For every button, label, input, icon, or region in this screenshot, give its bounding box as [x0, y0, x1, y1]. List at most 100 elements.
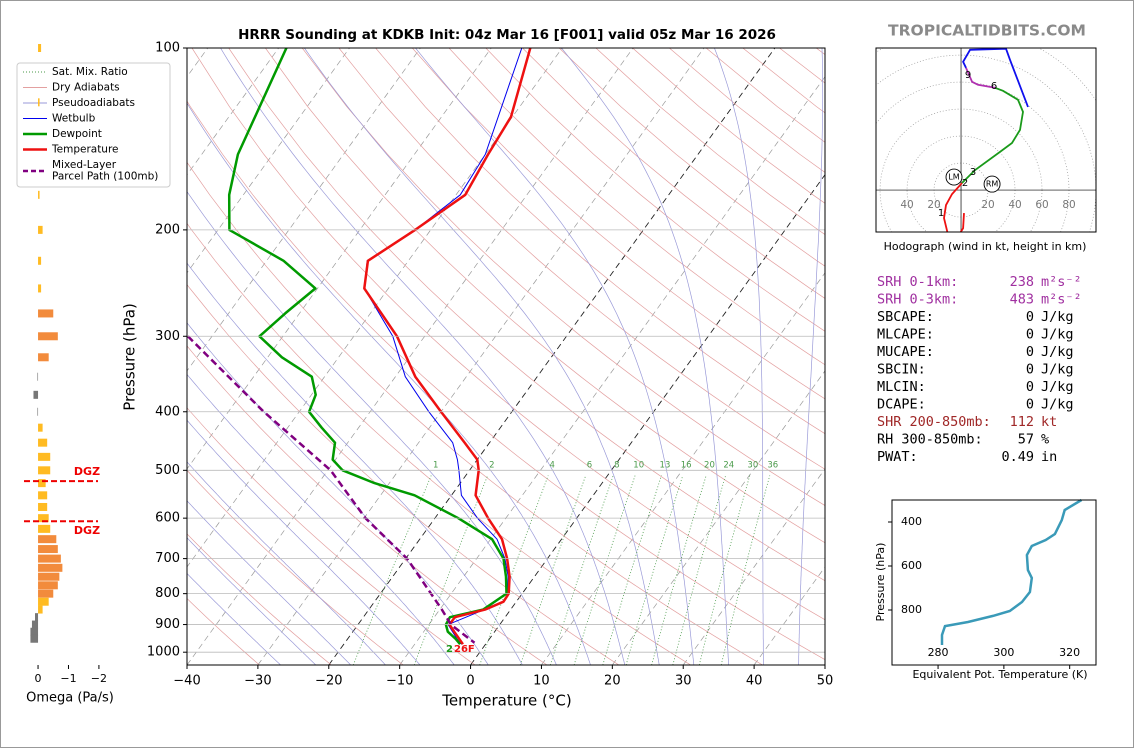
parameter-unit: kt [1041, 414, 1057, 430]
omega-bar [35, 613, 38, 621]
parameter-label: RH 300-850mb: [877, 432, 983, 448]
height-label: 3 [970, 167, 976, 178]
mixing-ratio-label: 20 [704, 461, 715, 471]
y-tick-label: 600 [155, 511, 180, 526]
parameter-label: SBCIN: [877, 362, 926, 378]
parameter-unit: m²s⁻² [1041, 292, 1082, 308]
parameter-label: SRH 0-3km: [877, 292, 958, 308]
hodograph-tick-label: 40 [1008, 199, 1021, 211]
parameter-unit: in [1041, 449, 1057, 465]
height-label: 9 [965, 70, 971, 81]
omega-bar [38, 226, 43, 234]
y-tick-label: 300 [155, 329, 180, 344]
dgz-label: DGZ [74, 524, 100, 537]
omega-bar [37, 373, 38, 381]
omega-bar [38, 424, 43, 432]
surface-label: 26F [454, 644, 475, 655]
mixing-ratio-label: 16 [681, 461, 692, 471]
mixing-ratio-label: 13 [660, 461, 671, 471]
x-axis-title: Temperature (°C) [441, 692, 571, 710]
omega-bar [38, 525, 50, 533]
parameter-label: MLCAPE: [877, 327, 934, 343]
watermark: TROPICALTIDBITS.COM [888, 22, 1086, 40]
parameter-value: 238 [1010, 274, 1034, 290]
legend-label: Pseudoadiabats [52, 97, 135, 109]
mixing-ratio-label: 8 [614, 461, 619, 471]
parameter-value: 0 [1026, 309, 1034, 325]
parameter-unit: J/kg [1041, 327, 1074, 343]
parameter-value: 0 [1026, 397, 1034, 413]
omega-bar [38, 503, 47, 511]
omega-bar [38, 573, 59, 581]
x-tick-label: −20 [315, 674, 342, 689]
mixing-ratio-label: 2 [489, 461, 494, 471]
legend-label: Dry Adiabats [52, 82, 120, 94]
parameter-unit: J/kg [1041, 309, 1074, 325]
parameter-unit: J/kg [1041, 379, 1074, 395]
parameter-label: SHR 200-850mb: [877, 414, 991, 430]
y-tick-label: 100 [155, 41, 180, 56]
parameter-value: 0 [1026, 362, 1034, 378]
omega-bar [38, 284, 41, 292]
surface-label: 2 [446, 644, 453, 655]
x-tick-label: 10 [533, 674, 550, 689]
omega-bar [38, 491, 47, 499]
y-tick-label: 400 [155, 404, 180, 419]
parameter-value: 0 [1026, 344, 1034, 360]
omega-bar [38, 44, 41, 52]
y-tick-label: 700 [155, 551, 180, 566]
height-label: 1 [938, 208, 944, 219]
parameter-label: MLCIN: [877, 379, 926, 395]
parameter-unit: m²s⁻² [1041, 274, 1082, 290]
parameter-unit: J/kg [1041, 397, 1074, 413]
mixing-ratio-label: 36 [767, 461, 778, 471]
parameter-label: DCAPE: [877, 397, 926, 413]
chart-title: HRRR Sounding at KDKB Init: 04z Mar 16 [… [238, 27, 776, 43]
storm-motion-label: LM [948, 173, 959, 182]
height-label: 2 [962, 178, 968, 189]
parameter-label: SBCAPE: [877, 309, 934, 325]
x-tick-label: 40 [746, 674, 763, 689]
omega-axis-title: Omega (Pa/s) [26, 691, 114, 706]
x-tick-label: 20 [604, 674, 621, 689]
parameter-unit: J/kg [1041, 344, 1074, 360]
legend-label: Wetbulb [52, 113, 96, 125]
omega-bar [38, 453, 50, 461]
omega-bar [38, 606, 43, 614]
thetae-y-title: Pressure (hPa) [874, 543, 887, 622]
omega-bar [38, 191, 40, 199]
omega-bar [38, 535, 56, 543]
x-tick-label: 0 [466, 674, 474, 689]
omega-bar [38, 353, 49, 361]
x-tick-label: 320 [1059, 646, 1080, 659]
omega-bar [30, 628, 38, 636]
x-tick-label: 30 [675, 674, 692, 689]
hodograph-tick-label: 60 [1035, 199, 1048, 211]
omega-bar [38, 564, 62, 572]
x-tick-label: −2 [91, 672, 107, 685]
y-tick-label: 200 [155, 222, 180, 237]
mixing-ratio-label: 24 [723, 461, 734, 471]
omega-bar [38, 309, 53, 317]
x-tick-label: 0 [35, 672, 42, 685]
omega-bar [38, 598, 49, 606]
y-tick-label: 800 [155, 586, 180, 601]
y-tick-label: 1000 [147, 645, 180, 660]
x-tick-label: −10 [386, 674, 413, 689]
x-tick-label: −40 [173, 674, 200, 689]
omega-bar [38, 332, 58, 340]
omega-bar [38, 590, 53, 598]
y-tick-label: 500 [155, 463, 180, 478]
parameter-value: 483 [1010, 292, 1034, 308]
omega-bar [38, 439, 47, 447]
dgz-label: DGZ [74, 465, 100, 478]
parameter-label: PWAT: [877, 449, 918, 465]
y-axis-title: Pressure (hPa) [121, 303, 139, 411]
x-tick-label: 280 [928, 646, 949, 659]
parameter-value: 57 [1018, 432, 1034, 448]
x-tick-label: −30 [244, 674, 271, 689]
mixing-ratio-label: 30 [747, 461, 758, 471]
legend-label: Temperature [51, 144, 119, 156]
x-tick-label: −1 [60, 672, 76, 685]
